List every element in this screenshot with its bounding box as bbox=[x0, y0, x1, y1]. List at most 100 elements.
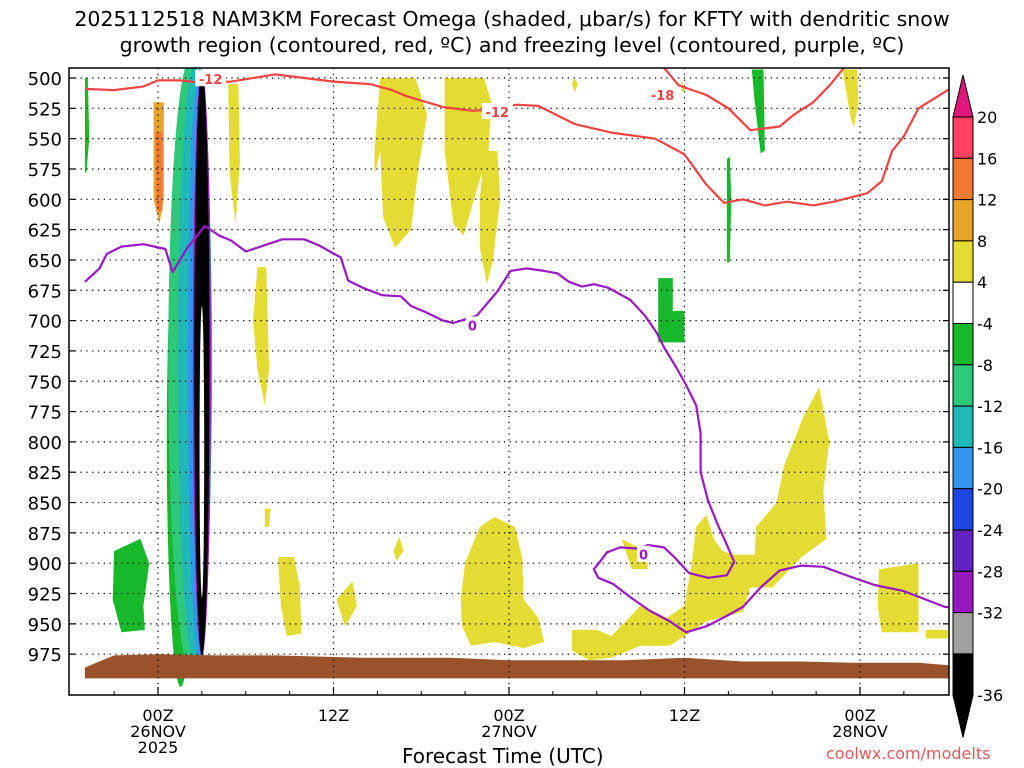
colorbar-label: -4 bbox=[977, 315, 993, 334]
colorbar-box bbox=[952, 364, 974, 407]
colorbar: 20 16 12 8 4 -4 -8 -12 -16 -20 -24 -28 -32 -36 bbox=[952, 74, 1003, 738]
omega-area-green bbox=[751, 69, 765, 154]
colorbar-bottom-arrow bbox=[952, 694, 974, 738]
colorbar-box bbox=[952, 405, 974, 448]
colorbar-label: -16 bbox=[977, 438, 1003, 457]
y-tick-label: 750 bbox=[28, 372, 62, 393]
colorbar-label: 8 bbox=[977, 232, 987, 251]
chart-title: 2025112518 NAM3KM Forecast Omega (shaded… bbox=[0, 6, 1024, 58]
colorbar-box bbox=[952, 446, 974, 490]
y-tick-label: 900 bbox=[28, 554, 62, 575]
y-tick-label: 850 bbox=[28, 494, 62, 515]
colorbar-label: 4 bbox=[977, 273, 987, 292]
y-tick-label: 775 bbox=[28, 403, 62, 424]
colorbar-box bbox=[952, 240, 974, 283]
y-tick-label: 925 bbox=[28, 585, 62, 606]
x-tick-label: 00Z bbox=[844, 706, 875, 725]
omega-area-yellow bbox=[460, 517, 545, 649]
contour-label-bg bbox=[647, 85, 679, 102]
colorbar-label: 12 bbox=[977, 191, 997, 210]
colorbar-label: 16 bbox=[977, 149, 997, 168]
y-tick-label: 525 bbox=[28, 99, 62, 120]
y-tick-label: 650 bbox=[28, 251, 62, 272]
y-tick-label: 725 bbox=[28, 342, 62, 363]
contour-label-bg bbox=[481, 102, 513, 119]
omega-area-yellow bbox=[228, 84, 240, 224]
omega-area-yellow bbox=[1011, 490, 1024, 654]
terrain bbox=[84, 654, 949, 679]
title-line-2: growth region (contoured, red, ºC) and f… bbox=[119, 33, 905, 57]
x-tick-label: 26NOV bbox=[130, 722, 186, 741]
contour-label: -12 bbox=[486, 106, 510, 121]
y-tick-label: 675 bbox=[28, 281, 62, 302]
omega-area-yellow bbox=[374, 78, 428, 248]
colorbar-label: -20 bbox=[977, 480, 1003, 499]
y-tick-label: 950 bbox=[28, 615, 62, 636]
omega-area-yellow bbox=[571, 387, 830, 661]
colorbar-box bbox=[952, 570, 974, 614]
colorbar-label: -36 bbox=[977, 686, 1003, 705]
omega-area-yellow bbox=[253, 267, 270, 406]
colorbar-box bbox=[952, 116, 974, 159]
y-tick-label: 625 bbox=[28, 221, 62, 242]
y-tick-label: 975 bbox=[28, 645, 62, 666]
omega-area-yellow bbox=[393, 536, 404, 561]
y-tick-label: 700 bbox=[28, 312, 62, 333]
colorbar-box bbox=[952, 323, 974, 366]
omega-area-yellow bbox=[277, 557, 302, 636]
colorbar-box bbox=[952, 653, 974, 696]
x-tick-label: 00Z bbox=[142, 706, 173, 725]
colorbar-label: -8 bbox=[977, 356, 993, 375]
contour-label-bg bbox=[637, 545, 651, 562]
omega-area-yellow bbox=[925, 629, 948, 639]
colorbar-box bbox=[952, 488, 974, 531]
colorbar-box bbox=[952, 612, 974, 655]
y-tick-label: 575 bbox=[28, 160, 62, 181]
colorbar-label: -32 bbox=[977, 604, 1003, 623]
contour-label: 0 bbox=[639, 549, 648, 564]
contour-labels: -12 -12 -18 0 0 bbox=[195, 70, 679, 564]
omega-area-yellow bbox=[336, 581, 357, 627]
contour-minus18 bbox=[662, 68, 846, 132]
x-tick-label: 27NOV bbox=[481, 722, 537, 741]
colorbar-label: -28 bbox=[977, 562, 1003, 581]
y-tick-label: 600 bbox=[28, 190, 62, 211]
x-tick-label: 12Z bbox=[318, 706, 349, 725]
y-tick-label: 800 bbox=[28, 433, 62, 454]
omega-area-green bbox=[726, 156, 732, 263]
omega-area-yellow bbox=[681, 78, 685, 93]
y-tick-label: 825 bbox=[28, 463, 62, 484]
x-tick-label: 28NOV bbox=[832, 722, 888, 741]
omega-area-yellow bbox=[264, 508, 271, 527]
omega-area-yellow bbox=[479, 150, 501, 285]
colorbar-box bbox=[952, 529, 974, 572]
contour-minus12 bbox=[84, 73, 949, 207]
omega-area-green bbox=[658, 278, 685, 343]
colorbar-label: -24 bbox=[977, 521, 1003, 540]
colorbar-box bbox=[952, 281, 974, 325]
omega-area-yellow bbox=[444, 78, 492, 236]
colorbar-label: -12 bbox=[977, 397, 1003, 416]
y-tick-label: 550 bbox=[28, 130, 62, 151]
grid bbox=[69, 68, 949, 695]
omega-area-green bbox=[112, 538, 150, 633]
colorbar-box bbox=[952, 157, 974, 201]
omega-area-orange bbox=[155, 132, 163, 212]
contour-label-bg bbox=[465, 316, 479, 333]
omega-area-yellow bbox=[877, 563, 919, 633]
omega-area-green bbox=[84, 78, 90, 173]
contour-label: 0 bbox=[468, 319, 477, 334]
colorbar-label: 20 bbox=[977, 108, 997, 127]
site-credit: coolwx.com/modelts bbox=[826, 744, 991, 763]
colorbar-box bbox=[952, 199, 974, 242]
contour-label-bg bbox=[195, 70, 227, 87]
y-axis: 500 525 550 575 600 625 650 675 700 725 750 775 800 8… bbox=[28, 69, 949, 666]
contour-label: -12 bbox=[199, 73, 223, 88]
contour-freezing-level bbox=[84, 224, 949, 634]
x-tick-label: 12Z bbox=[669, 706, 700, 725]
title-line-1: 2025112518 NAM3KM Forecast Omega (shaded… bbox=[74, 7, 950, 31]
y-tick-label: 875 bbox=[28, 524, 62, 545]
y-tick-label: 500 bbox=[28, 69, 62, 90]
